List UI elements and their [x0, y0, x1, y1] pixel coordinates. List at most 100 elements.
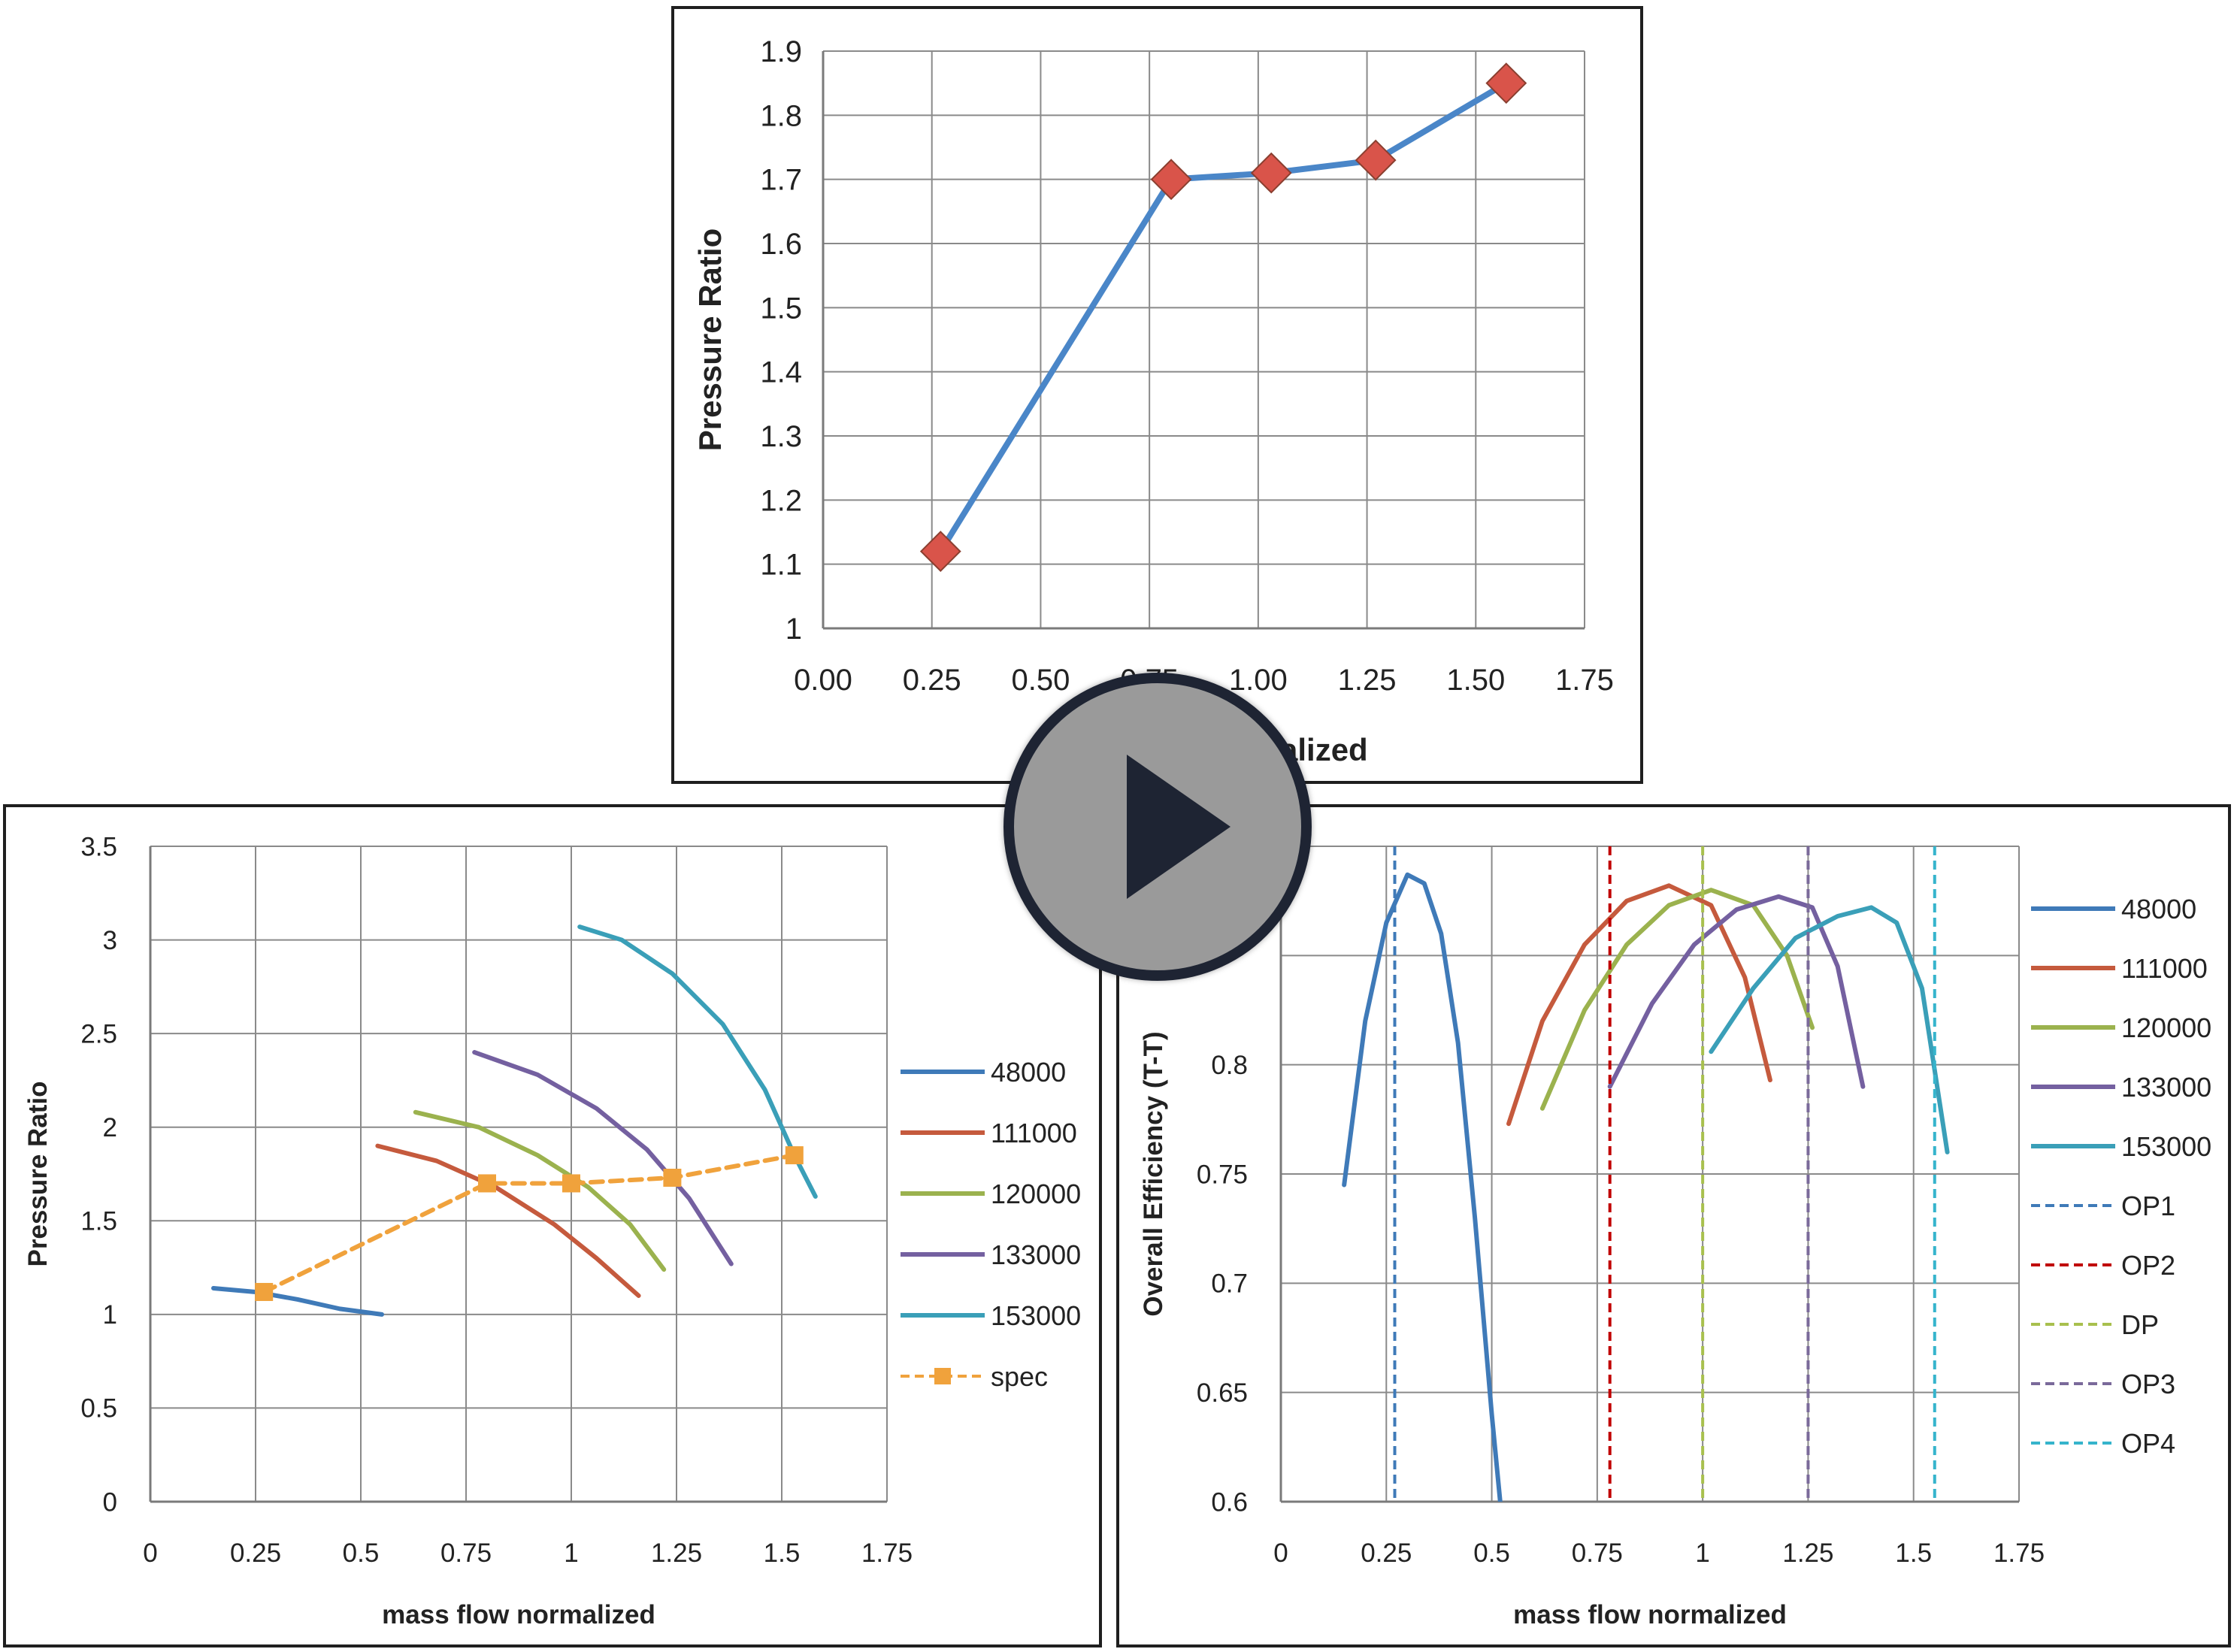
- spec-point-marker: [785, 1146, 804, 1165]
- plot-area: [937, 80, 1509, 555]
- top-pressure-ratio-chart: 0.000.250.500.751.001.251.501.7511.11.21…: [692, 35, 1614, 767]
- x-tick-label: 0: [143, 1539, 157, 1568]
- x-tick-label: 0.5: [343, 1539, 380, 1568]
- y-axis-title: Overall Efficiency (T-T): [1139, 1031, 1168, 1316]
- x-axis-title: mass flow normalized: [382, 1600, 655, 1629]
- series-133000-line: [472, 1050, 734, 1266]
- y-tick-label: 0: [103, 1487, 117, 1517]
- spec-point-marker: [478, 1174, 496, 1193]
- y-tick-label: 0.75: [1197, 1160, 1248, 1189]
- legend-label: 120000: [991, 1178, 1081, 1209]
- x-tick-label: 1: [564, 1539, 578, 1568]
- x-axis-title: mass flow normalized: [1513, 1600, 1787, 1629]
- series-111000-line: [375, 1143, 641, 1298]
- x-tick-label: 1.25: [1782, 1539, 1833, 1568]
- x-tick-label: 0.50: [1011, 664, 1070, 697]
- series-120000-line: [413, 1109, 667, 1272]
- legend-label: DP: [2121, 1309, 2159, 1340]
- y-tick-label: 1.6: [760, 228, 802, 261]
- legend-label: 133000: [2121, 1072, 2211, 1103]
- spec-point-marker: [663, 1168, 682, 1187]
- y-tick-label: 0.5: [80, 1394, 117, 1424]
- x-tick-label: 0.25: [1361, 1539, 1412, 1568]
- legend-label: 133000: [991, 1239, 1081, 1270]
- y-tick-label: 1.5: [760, 292, 802, 325]
- legend-label: 120000: [2121, 1012, 2211, 1043]
- legend-label: spec: [991, 1361, 1048, 1392]
- data-point-marker: [1355, 139, 1397, 181]
- x-tick-label: 0.25: [230, 1539, 281, 1568]
- series-48000-line: [211, 1285, 384, 1317]
- y-tick-label: 2.5: [80, 1019, 117, 1048]
- data-point-marker: [1485, 62, 1527, 104]
- legend-label: 153000: [2121, 1131, 2211, 1162]
- series-spec-line: [262, 1153, 797, 1294]
- legend-label: OP4: [2121, 1428, 2175, 1459]
- plot-area: [1342, 846, 1950, 1502]
- x-tick-label: 1.25: [1338, 664, 1397, 697]
- y-tick-label: 0.7: [1211, 1269, 1248, 1299]
- play-button[interactable]: [1003, 673, 1312, 981]
- x-tick-label: 1.5: [764, 1539, 801, 1568]
- legend-label: OP1: [2121, 1191, 2175, 1221]
- y-tick-label: 1.4: [760, 356, 802, 389]
- series-0-line: [937, 80, 1509, 555]
- y-axis-title: Pressure Ratio: [23, 1081, 53, 1266]
- legend-label: 48000: [2121, 894, 2196, 924]
- legend-label: OP3: [2121, 1369, 2175, 1399]
- y-tick-label: 0.8: [1211, 1051, 1248, 1080]
- data-point-marker: [919, 531, 961, 573]
- top-chart-panel: 0.000.250.500.751.001.251.501.7511.11.21…: [671, 6, 1643, 784]
- y-tick-label: 1: [786, 613, 802, 646]
- series-48000-line: [1342, 872, 1503, 1502]
- y-tick-label: 1.3: [760, 420, 802, 453]
- y-tick-label: 0.6: [1211, 1487, 1248, 1517]
- legend-marker: [934, 1368, 951, 1384]
- x-tick-label: 0.75: [440, 1539, 492, 1568]
- legend-label: 48000: [991, 1057, 1066, 1088]
- series-153000-line: [577, 924, 818, 1199]
- series-120000-line: [1539, 888, 1815, 1111]
- left-chart-panel: 0 0.25 0.5 0.75 1 1.25 1.5 1.75 0 0.5 1 1.5 2 2.5 3 3.5…: [3, 804, 1102, 1647]
- series-111000-line: [1506, 883, 1772, 1127]
- x-tick-label: 0.25: [903, 664, 961, 697]
- spec-point-marker: [255, 1282, 274, 1301]
- efficiency-chart: 0 0.25 0.5 0.75 1 1.25 1.5 1.75 0.6 0.65 0.7 0.75 0.…: [1139, 846, 2211, 1629]
- x-tick-label: 1: [1695, 1539, 1709, 1568]
- data-point-marker: [1250, 152, 1292, 194]
- y-tick-label: 1.8: [760, 99, 802, 132]
- right-chart-panel: 0 0.25 0.5 0.75 1 1.25 1.5 1.75 0.6 0.65 0.7 0.75 0.…: [1116, 804, 2231, 1647]
- x-tick-label: 0.75: [1572, 1539, 1623, 1568]
- y-tick-label: 1.1: [760, 549, 802, 582]
- x-tick-label: 1.75: [861, 1539, 913, 1568]
- spec-point-marker: [562, 1174, 580, 1193]
- legend-label: OP2: [2121, 1250, 2175, 1281]
- x-tick-label: 1.75: [1555, 664, 1614, 697]
- x-tick-label: 0.5: [1473, 1539, 1510, 1568]
- x-tick-label: 1.5: [1895, 1539, 1932, 1568]
- y-tick-label: 1.2: [760, 484, 802, 517]
- series-133000-line: [1607, 894, 1866, 1089]
- x-tick-label: 1.75: [1993, 1539, 2045, 1568]
- y-tick-label: 3.5: [80, 832, 117, 861]
- plot-area: [211, 924, 818, 1317]
- y-tick-label: 1.9: [760, 35, 802, 68]
- x-tick-label: 0: [1273, 1539, 1288, 1568]
- legend-label: 153000: [991, 1300, 1081, 1331]
- x-tick-label: 1.50: [1446, 664, 1505, 697]
- legend-label: 111000: [2121, 953, 2208, 984]
- pressure-ratio-speedlines-chart: 0 0.25 0.5 0.75 1 1.25 1.5 1.75 0 0.5 1 1.5 2 2.5 3 3.5…: [23, 832, 1081, 1629]
- y-tick-label: 3: [103, 926, 117, 955]
- y-tick-label: 1.7: [760, 164, 802, 197]
- y-tick-label: 2: [103, 1113, 117, 1142]
- legend-label: 111000: [991, 1118, 1077, 1148]
- series-153000-line: [1709, 905, 1950, 1154]
- x-tick-label: 0.00: [794, 664, 852, 697]
- x-tick-label: 1.25: [651, 1539, 702, 1568]
- play-icon: [1127, 755, 1231, 899]
- x-tick-label: 1.00: [1229, 664, 1288, 697]
- y-tick-label: 1.5: [80, 1207, 117, 1236]
- y-tick-label: 0.65: [1197, 1378, 1248, 1408]
- y-axis-title: Pressure Ratio: [692, 228, 728, 451]
- data-point-marker: [1150, 159, 1192, 201]
